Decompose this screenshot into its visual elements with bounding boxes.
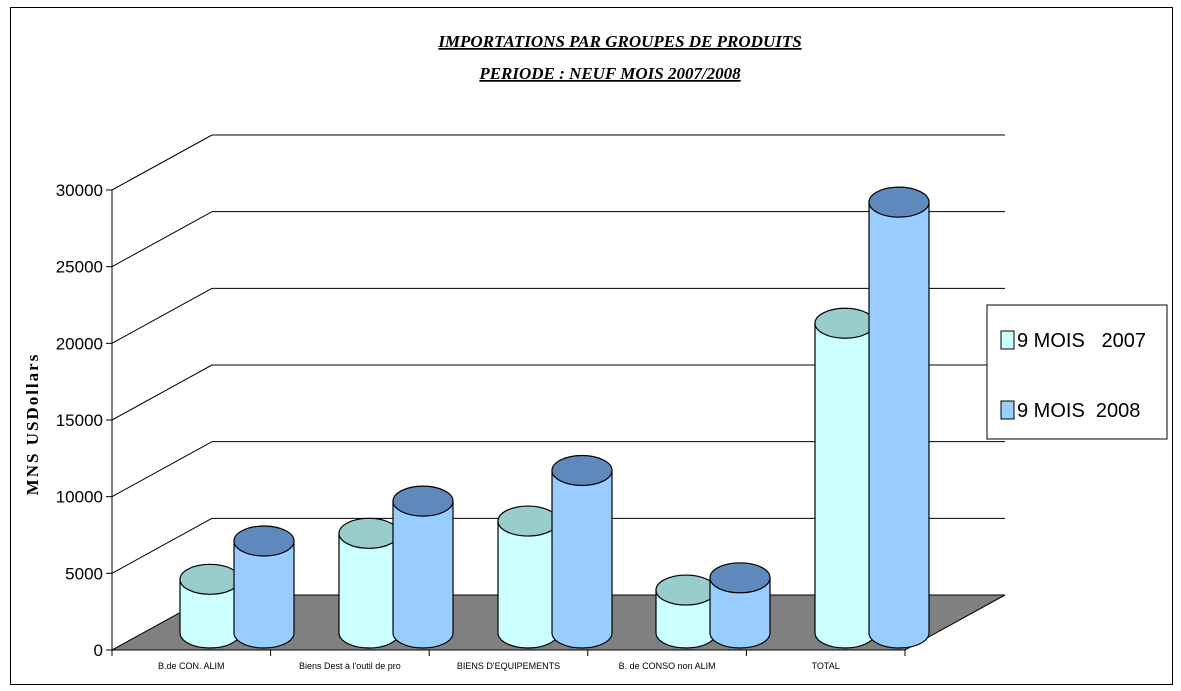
bar-body: [233, 540, 295, 649]
legend-swatch-2008: [1000, 400, 1015, 420]
legend-box: [986, 304, 1168, 440]
bar-1-4: [868, 186, 930, 649]
legend-label-2008: 9 MOIS 2008: [1017, 400, 1140, 422]
legend-label-2007: 9 MOIS 2007: [1017, 330, 1146, 352]
gridline-side: [111, 517, 213, 574]
legend: 9 MOIS 2007 9 MOIS 2008: [986, 304, 1168, 440]
y-axis-label: MNS USDollars: [23, 353, 42, 496]
bar-top: [233, 525, 295, 557]
bars: [179, 186, 930, 649]
y-tick-label: 0: [94, 641, 103, 660]
y-tick-label: 25000: [56, 258, 103, 277]
x-tick-label: TOTAL: [812, 661, 840, 671]
bar-1-0: [233, 525, 295, 649]
bar-body: [497, 520, 559, 649]
bar-body: [868, 201, 930, 649]
bar-top: [868, 186, 930, 218]
bar-top: [497, 505, 559, 537]
gridline-side: [111, 211, 213, 268]
bar-top: [709, 562, 771, 594]
bar-top: [392, 485, 454, 517]
gridline-side: [111, 441, 213, 498]
bar-body: [338, 532, 400, 649]
gridline-side: [111, 364, 213, 421]
x-tick-label: B.de CON. ALIM: [158, 661, 225, 671]
bar-top: [551, 454, 613, 487]
bar-1-1: [392, 485, 454, 649]
bar-top: [655, 574, 717, 606]
bar-top: [179, 563, 241, 595]
bar-body: [814, 322, 876, 649]
bar-0-3: [655, 574, 717, 649]
bar-body: [551, 469, 613, 649]
chart-title: IMPORTATIONS PAR GROUPES DE PRODUITS: [437, 32, 801, 51]
chart-subtitle: PERIODE : NEUF MOIS 2007/2008: [478, 64, 741, 83]
y-tick-label: 15000: [56, 411, 103, 430]
bar-0-1: [338, 517, 400, 649]
y-tick-label: 30000: [56, 181, 103, 200]
gridline-side: [111, 287, 213, 344]
gridline-side: [111, 134, 213, 191]
x-tick-label: Biens Dest à l'outil de pro: [299, 661, 401, 671]
legend-swatch-2007: [1000, 330, 1015, 350]
bar-0-0: [179, 563, 241, 649]
y-tick-label: 20000: [56, 334, 103, 353]
bar-1-3: [709, 562, 771, 649]
bar-top: [338, 517, 400, 549]
bar-body: [392, 500, 454, 649]
bar-0-2: [497, 505, 559, 649]
x-tick-label: BIENS D'EQUIPEMENTS: [457, 661, 560, 671]
ticks: 0 5000 10000 15000 20000 25000 30000 B.de CON. …: [56, 181, 906, 671]
x-tick-label: B. de CONSO non ALIM: [619, 661, 716, 671]
bar-top: [814, 307, 876, 339]
y-tick-label: 10000: [56, 488, 103, 507]
bar-body: [709, 577, 771, 649]
bar-0-4: [814, 307, 876, 649]
bar-1-2: [551, 454, 613, 649]
y-tick-label: 5000: [65, 564, 103, 583]
